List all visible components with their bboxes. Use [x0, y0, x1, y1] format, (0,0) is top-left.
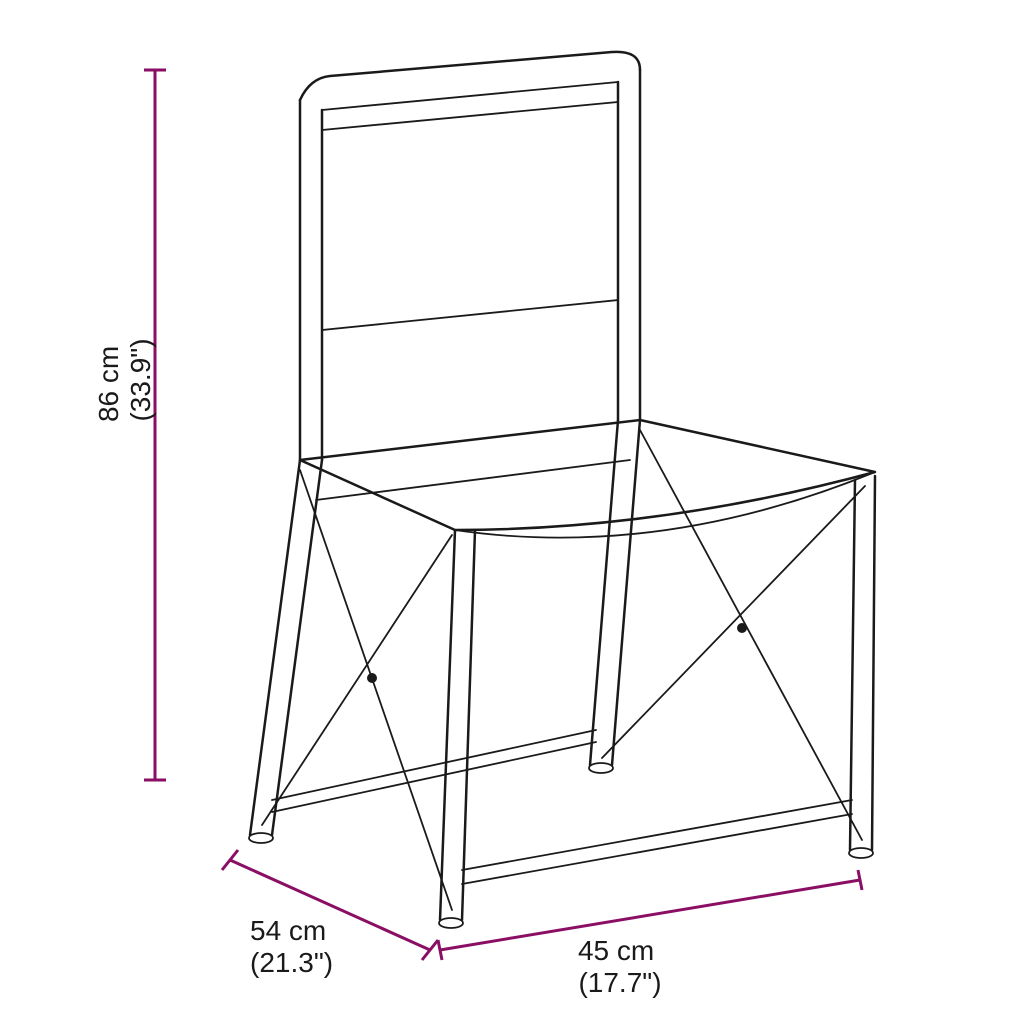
dimension-labels: 86 cm (33.9") 54 cm (21.3") 45 cm (17.7"… — [93, 338, 662, 998]
svg-text:54 cm (21.3"): 54 cm (21.3") — [250, 915, 334, 978]
dim-height — [144, 70, 166, 780]
dim-width-value: 45 cm — [578, 935, 654, 966]
chair-drawing — [249, 52, 875, 928]
dim-depth-value: 54 cm — [250, 915, 326, 946]
svg-text:45 cm (17.7"): 45 cm (17.7") — [578, 935, 662, 998]
dim-width-alt: (17.7") — [578, 967, 661, 998]
dim-height-alt: (33.9") — [125, 338, 156, 421]
dim-height-value: 86 cm — [93, 346, 124, 422]
svg-text:86 cm (33.9"): 86 cm (33.9") — [93, 338, 156, 422]
chair-dimension-diagram: 86 cm (33.9") 54 cm (21.3") 45 cm (17.7"… — [0, 0, 1024, 1024]
dim-depth-alt: (21.3") — [250, 947, 333, 978]
